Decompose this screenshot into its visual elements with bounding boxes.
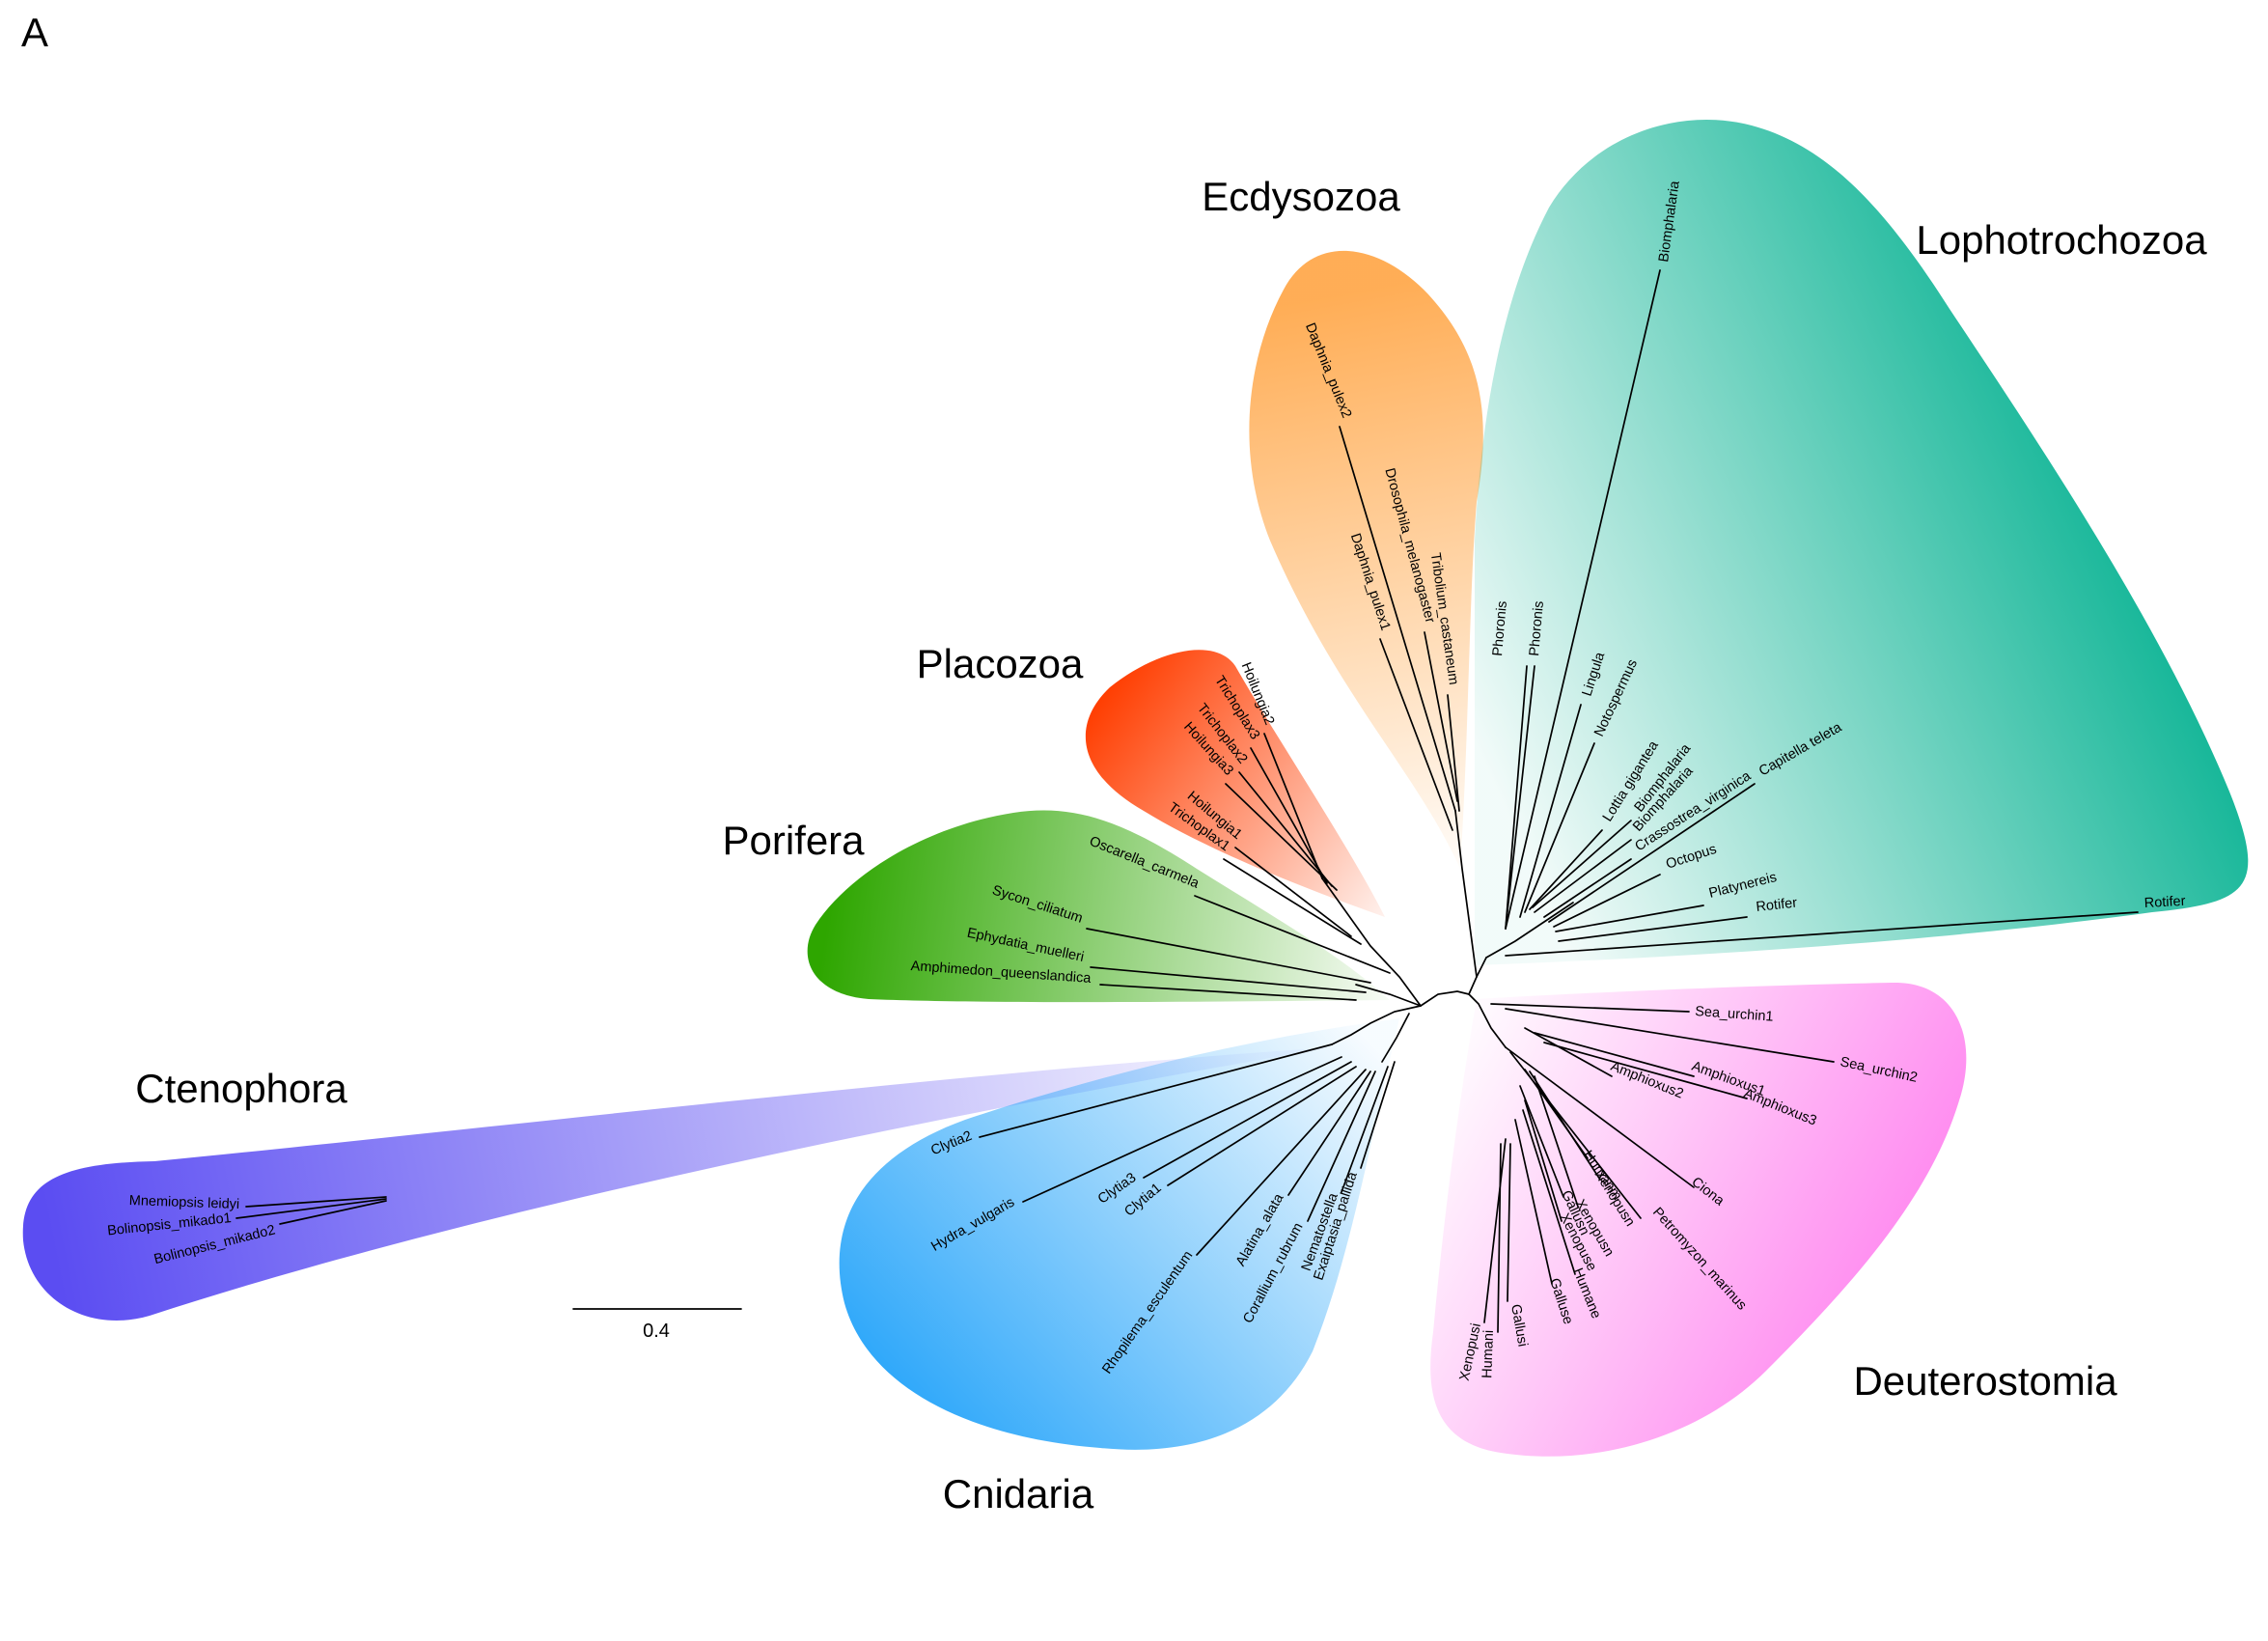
clade-label-cnidaria: Cnidaria (943, 1471, 1094, 1516)
branch-ecdy-stem (1454, 810, 1478, 978)
leaf-branch (1263, 733, 1323, 879)
leaf-branch (1307, 1071, 1376, 1222)
leaf-branch (1548, 783, 1756, 923)
leaf-branch (279, 1200, 387, 1225)
branch-root (1420, 957, 1487, 1007)
leaf-branch (1424, 631, 1458, 802)
leaf-branch (1250, 747, 1328, 884)
leaf-label: Mnemiopsis leidyi (128, 1193, 239, 1212)
leaf-branch (1519, 1085, 1564, 1198)
branch-lopho-stem (1485, 902, 1574, 959)
leaf-branch (1223, 858, 1362, 945)
leaf-branch (1194, 895, 1391, 974)
branch-porifera-stem (1355, 984, 1422, 1007)
clade-label-placozoa: Placozoa (917, 641, 1084, 686)
branch-deuterostome-stem (1468, 993, 1507, 1048)
leaf-branch (1505, 665, 1535, 930)
cnidaria-region (839, 1018, 1399, 1450)
clade-label-porifera: Porifera (722, 818, 865, 863)
leaf-branch (1505, 665, 1528, 930)
leaf-branch (1225, 783, 1338, 891)
leaf-branch (245, 1196, 387, 1208)
leaf-branch (1196, 1069, 1367, 1256)
leaf-branch (1090, 966, 1367, 993)
leaf-branch (1543, 858, 1632, 918)
leaf-branch (1522, 1109, 1576, 1275)
leaf-branch (1505, 911, 2139, 957)
leaf-branch (1558, 916, 1748, 942)
leaf-branch (1524, 1027, 1613, 1077)
leaf-label: Phoronis (1490, 600, 1510, 656)
leaf-branch (979, 1043, 1333, 1138)
leaf-branch (1505, 1046, 1695, 1188)
leaf-branch (1483, 1138, 1507, 1323)
leaf-branch (1505, 269, 1661, 930)
porifera-region (807, 810, 1390, 1003)
leaf-label: Phoronis (1527, 600, 1547, 656)
leaf-branch (1287, 1071, 1371, 1196)
leaf-branch (1238, 771, 1333, 887)
deuterostomia-region (1430, 982, 1967, 1457)
ctenophora-region (22, 1047, 1332, 1321)
scale-bar-label: 0.4 (643, 1321, 670, 1342)
leaf-branch (1555, 904, 1704, 932)
leaf-branch (1532, 820, 1632, 908)
leaf-branch (1529, 1071, 1601, 1181)
leaf-branch (1507, 1143, 1511, 1302)
ecdysozoa-region (1249, 250, 1483, 869)
leaf-branch (1505, 1008, 1835, 1063)
leaf-branch (1553, 874, 1661, 928)
leaf-branch (1022, 1056, 1342, 1203)
tree-branches (1321, 810, 1574, 1063)
leaf-label: Sea_urchin1 (1695, 1004, 1774, 1025)
leaf-branch (1529, 829, 1603, 910)
leaf-branch (1534, 839, 1632, 913)
lophotrochozoa-region (1475, 119, 2249, 966)
leaf-branch (1524, 1099, 1563, 1222)
branch-left-stem (1331, 1005, 1422, 1045)
leaf-label: Humani (1480, 1330, 1497, 1378)
leaf-branch (1490, 1003, 1690, 1013)
leaf-branch (1534, 1075, 1579, 1208)
leaf-label: Gallusi (1507, 1303, 1530, 1348)
leaf-branch (235, 1198, 387, 1219)
leaf-branch (1534, 1032, 1695, 1077)
leaf-branch (1360, 1061, 1396, 1169)
leaf-branch (1099, 984, 1357, 1001)
clade-label-deuterostomia: Deuterostomia (1853, 1358, 2117, 1404)
leaf-branch (1524, 742, 1595, 913)
leaf-branch (1143, 1061, 1352, 1179)
leaf-label: Rotifer (1756, 896, 1798, 915)
leaf-branch (1167, 1066, 1357, 1186)
leaf-branch (1497, 1143, 1502, 1333)
branch-placozoa-stem (1321, 877, 1422, 1007)
panel-label: A (21, 10, 48, 55)
clade-label-ecdysozoa: Ecdysozoa (1202, 174, 1400, 219)
clade-label-ctenophora: Ctenophora (135, 1066, 347, 1111)
leaf-branch (1543, 1042, 1748, 1099)
leaf-branch (1519, 704, 1582, 918)
leaf-label: Rotifer (2144, 894, 2186, 911)
leaf-branch (1339, 426, 1456, 812)
leaf-branch (1234, 847, 1352, 937)
leaf-branch (1341, 1066, 1389, 1193)
leaf-branch (1447, 694, 1460, 812)
clade-label-lophotrochozoa: Lophotrochozoa (1916, 217, 2207, 263)
leaf-branch (1514, 1119, 1553, 1285)
leaf-branch (1379, 638, 1453, 831)
leaf-branch (1086, 928, 1371, 984)
branch-cnidaria-stem (1381, 1013, 1410, 1063)
